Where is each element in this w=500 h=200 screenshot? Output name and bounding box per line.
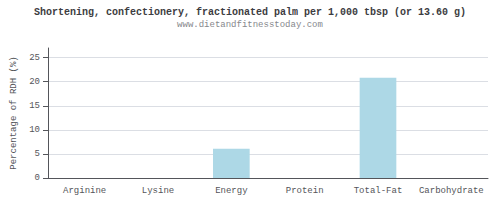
svg-text:Protein: Protein [286,186,324,196]
svg-text:www.dietandfitnesstoday.com: www.dietandfitnesstoday.com [177,20,323,30]
svg-text:Lysine: Lysine [142,186,174,196]
svg-text:Shortening, confectionery, fra: Shortening, confectionery, fractionated … [34,7,466,18]
svg-text:Arginine: Arginine [63,186,106,196]
svg-text:Energy: Energy [215,186,248,196]
svg-text:Percentage of RDH (%): Percentage of RDH (%) [9,56,19,169]
svg-text:25: 25 [29,53,40,63]
svg-text:20: 20 [29,77,40,87]
svg-text:15: 15 [29,101,40,111]
svg-text:0: 0 [35,173,40,183]
svg-text:Total-Fat: Total-Fat [354,186,403,196]
svg-text:10: 10 [29,125,40,135]
svg-text:5: 5 [35,149,40,159]
svg-text:Carbohydrate: Carbohydrate [419,186,484,196]
